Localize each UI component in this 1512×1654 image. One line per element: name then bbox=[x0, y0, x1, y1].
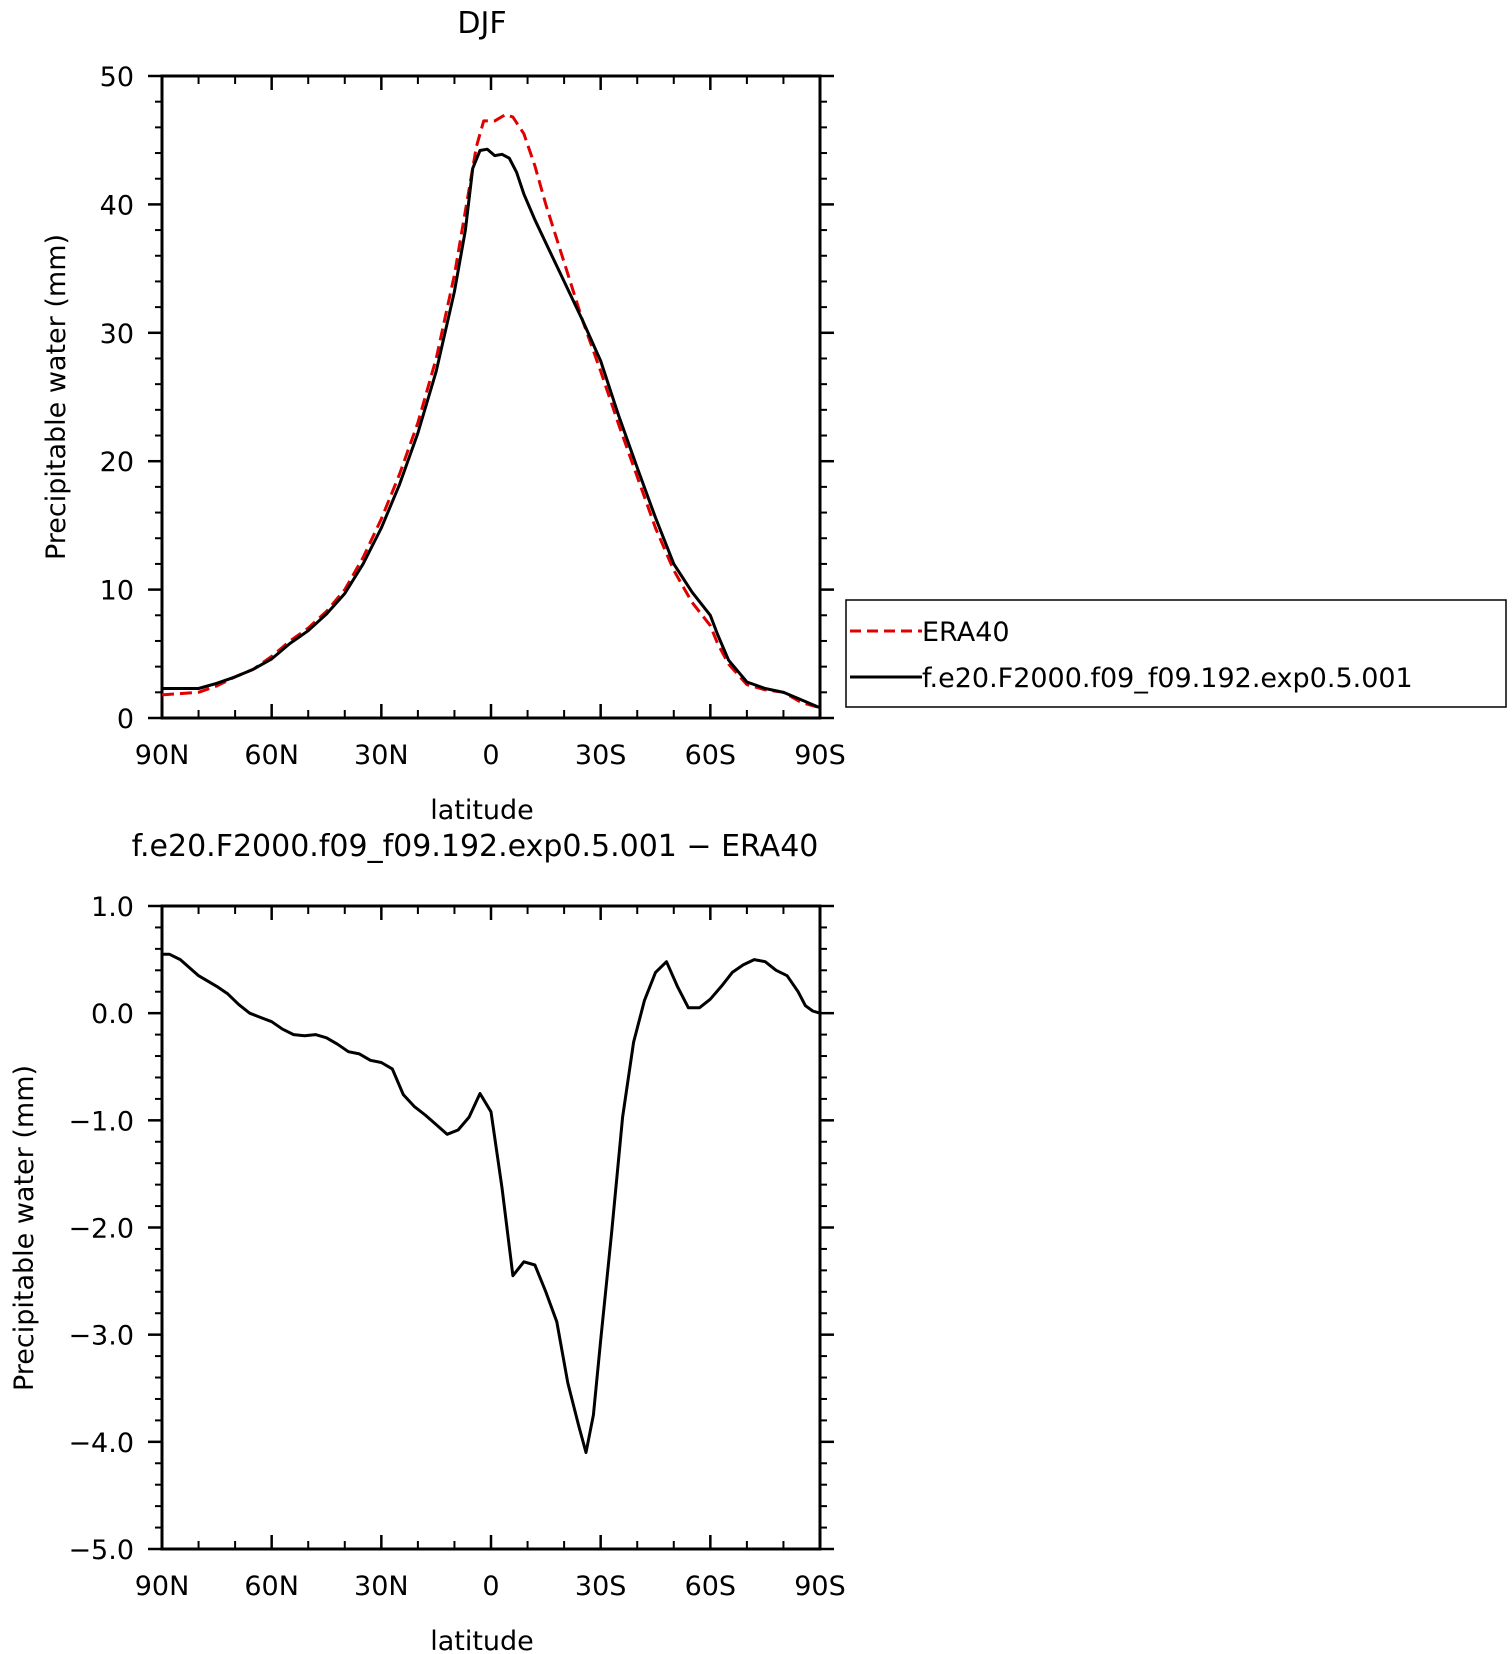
bottom-x-tick-label: 60S bbox=[685, 1571, 737, 1602]
top-x-tick-label: 60N bbox=[244, 740, 299, 771]
bottom-y-tick-label: 0.0 bbox=[91, 999, 134, 1030]
top-plot-frame bbox=[160, 74, 822, 720]
bottom-x-tick-label: 0 bbox=[482, 1571, 499, 1602]
bottom-series-line-0 bbox=[162, 952, 820, 1454]
top-x-tick-label: 30S bbox=[575, 740, 627, 771]
top-y-tick-label: 40 bbox=[100, 190, 134, 221]
bottom-y-tick-label: 1.0 bbox=[91, 892, 134, 923]
bottom-x-tick-label: 30S bbox=[575, 1571, 627, 1602]
top-chart-title: DJF bbox=[457, 6, 506, 41]
bottom-y-tick-label: −1.0 bbox=[68, 1106, 134, 1137]
top-y-tick-label: 10 bbox=[100, 576, 134, 607]
bottom-series-lines bbox=[162, 952, 820, 1454]
legend-label-model: f.e20.F2000.f09_f09.192.exp0.5.001 bbox=[922, 663, 1413, 694]
bottom-x-tick-label: 60N bbox=[244, 1571, 299, 1602]
legend-box bbox=[845, 599, 1507, 708]
bottom-y-tick-label: −3.0 bbox=[68, 1321, 134, 1352]
legend: ERA40 f.e20.F2000.f09_f09.192.exp0.5.001 bbox=[845, 599, 1507, 708]
top-y-tick-label: 30 bbox=[100, 319, 134, 350]
bottom-chart-title: f.e20.F2000.f09_f09.192.exp0.5.001 − ERA… bbox=[132, 829, 819, 864]
panel-bottom: f.e20.F2000.f09_f09.192.exp0.5.001 − ERA… bbox=[9, 829, 846, 1654]
bottom-x-axis-label: latitude bbox=[430, 1626, 534, 1654]
bottom-ticks: 90N 60N 30N 0 30S 60S 90S −5.0 −4.0 −3.0 −2.0 −1.0 0… bbox=[68, 892, 845, 1602]
top-y-tick-label: 0 bbox=[117, 704, 134, 735]
bottom-y-tick-label: −5.0 bbox=[68, 1535, 134, 1566]
top-x-tick-label: 90S bbox=[794, 740, 846, 771]
bottom-plot-frame bbox=[160, 904, 822, 1551]
bottom-x-tick-label: 90S bbox=[794, 1571, 846, 1602]
bottom-x-tick-label: 90N bbox=[135, 1571, 190, 1602]
top-ticks: 90N 60N 30N 0 30S 60S 90S 0 10 20 30 40 50 bbox=[100, 62, 846, 771]
bottom-y-axis-label: Precipitable water (mm) bbox=[9, 1065, 40, 1391]
top-series-line-0 bbox=[162, 113, 820, 710]
top-series-lines bbox=[162, 113, 820, 710]
top-x-tick-label: 60S bbox=[685, 740, 737, 771]
top-x-axis-label: latitude bbox=[430, 795, 534, 826]
panel-top: DJF 90N 60N 30N 0 30S 60S 90S 0 10 20 30 40 50 latit… bbox=[41, 6, 846, 826]
top-x-tick-label: 90N bbox=[135, 740, 190, 771]
legend-label-era40: ERA40 bbox=[922, 617, 1010, 648]
top-x-tick-label: 30N bbox=[354, 740, 409, 771]
bottom-y-tick-label: −2.0 bbox=[68, 1214, 134, 1245]
top-y-tick-label: 20 bbox=[100, 447, 134, 478]
top-x-tick-label: 0 bbox=[482, 740, 499, 771]
top-y-tick-label: 50 bbox=[100, 62, 134, 93]
bottom-y-tick-label: −4.0 bbox=[68, 1428, 134, 1459]
top-series-line-1 bbox=[162, 147, 820, 710]
bottom-x-tick-label: 30N bbox=[354, 1571, 409, 1602]
top-y-axis-label: Precipitable water (mm) bbox=[41, 234, 72, 560]
